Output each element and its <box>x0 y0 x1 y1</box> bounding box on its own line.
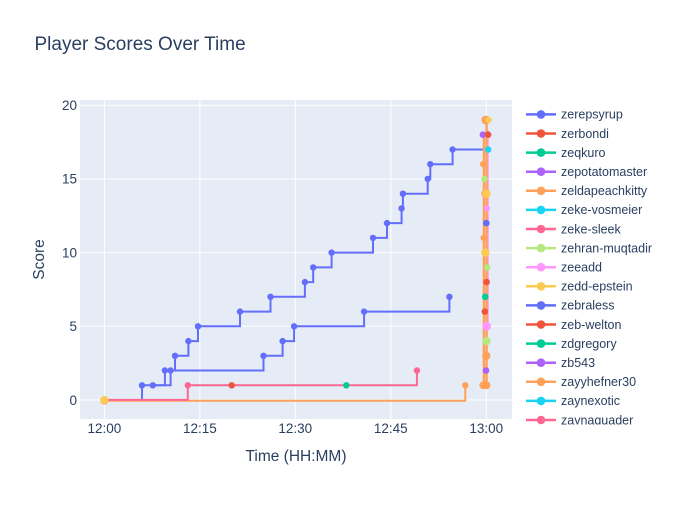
svg-text:0: 0 <box>69 393 77 408</box>
svg-text:zeqkuro: zeqkuro <box>561 146 606 160</box>
svg-text:zdgregory: zdgregory <box>561 337 617 351</box>
svg-text:5: 5 <box>69 319 77 334</box>
svg-text:Player Scores Over Time: Player Scores Over Time <box>35 34 246 55</box>
svg-text:12:45: 12:45 <box>374 421 408 436</box>
svg-text:zaynaquader: zaynaquader <box>561 413 633 427</box>
svg-text:15: 15 <box>62 172 77 187</box>
svg-text:Time (HH:MM): Time (HH:MM) <box>245 448 346 465</box>
svg-text:zerbondi: zerbondi <box>561 127 609 141</box>
svg-text:zeldapeachkitty: zeldapeachkitty <box>561 184 648 198</box>
svg-text:10: 10 <box>62 245 77 260</box>
svg-text:zayyhefner30: zayyhefner30 <box>561 375 636 389</box>
svg-text:13:00: 13:00 <box>469 421 503 436</box>
svg-text:zedd-epstein: zedd-epstein <box>561 280 633 294</box>
svg-text:zebraless: zebraless <box>561 299 615 313</box>
svg-text:zeeadd: zeeadd <box>561 261 602 275</box>
svg-text:Score: Score <box>31 239 48 280</box>
svg-text:zeke-vosmeier: zeke-vosmeier <box>561 203 642 217</box>
svg-text:zaynexotic: zaynexotic <box>561 394 620 408</box>
svg-text:zeb-welton: zeb-welton <box>561 318 621 332</box>
svg-text:zehran-muqtadir: zehran-muqtadir <box>561 241 652 255</box>
svg-text:zb543: zb543 <box>561 356 595 370</box>
svg-text:12:30: 12:30 <box>278 421 312 436</box>
svg-text:12:15: 12:15 <box>183 421 217 436</box>
svg-text:zeke-sleek: zeke-sleek <box>561 222 621 236</box>
svg-text:zepotatomaster: zepotatomaster <box>561 165 647 179</box>
svg-text:zerepsyrup: zerepsyrup <box>561 108 623 122</box>
svg-text:12:00: 12:00 <box>88 421 122 436</box>
svg-text:20: 20 <box>62 98 77 113</box>
